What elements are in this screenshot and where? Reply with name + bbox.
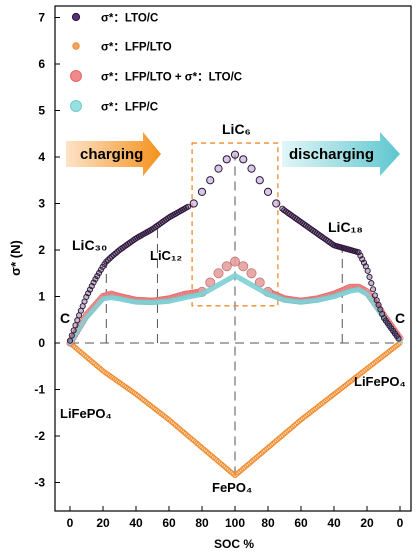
annotation-lifepo4-left: LiFePO₄ bbox=[60, 406, 112, 421]
x-tick-label: 0 bbox=[67, 516, 74, 530]
data-point bbox=[92, 276, 99, 283]
data-point bbox=[66, 337, 74, 344]
annotation-licc30: LiC₃₀ bbox=[72, 237, 107, 253]
series-1 bbox=[67, 340, 403, 479]
y-tick-label: 6 bbox=[38, 57, 45, 71]
legend: σ*：LTO/C σ*：LFP/LTO σ*：LFP/LTO + σ*：LTO/C σ… bbox=[70, 12, 242, 114]
data-point bbox=[197, 187, 207, 196]
x-tick-label: 60 bbox=[162, 516, 176, 530]
data-point bbox=[247, 164, 256, 173]
legend-label: σ*：LFP/LTO bbox=[101, 42, 172, 54]
legend-marker bbox=[70, 100, 82, 112]
legend-marker bbox=[72, 42, 80, 50]
data-point bbox=[366, 273, 373, 281]
data-point bbox=[68, 332, 75, 339]
data-point bbox=[95, 269, 103, 277]
x-tick-label: 20 bbox=[360, 516, 374, 530]
data-point bbox=[184, 203, 192, 210]
data-point bbox=[97, 266, 104, 273]
highlight-box bbox=[191, 142, 279, 307]
annotation-c-left: C bbox=[60, 310, 70, 326]
x-tick-label: 40 bbox=[129, 516, 143, 530]
data-point bbox=[371, 292, 378, 299]
legend-label: σ*：LTO/C bbox=[101, 13, 158, 25]
legend-label: σ*：LFP/C bbox=[101, 102, 158, 114]
data-point bbox=[246, 268, 257, 279]
data-point bbox=[370, 286, 377, 293]
annotation-licc12: LiC₁₂ bbox=[150, 248, 182, 263]
y-tick-label: -2 bbox=[34, 429, 45, 443]
y-tick-label: 1 bbox=[38, 290, 45, 304]
x-axis-label: SOC % bbox=[214, 537, 254, 551]
data-point bbox=[255, 176, 264, 185]
x-tick-label: 40 bbox=[327, 516, 341, 530]
data-point bbox=[355, 249, 362, 256]
y-tick-label: -3 bbox=[34, 476, 45, 490]
data-point bbox=[72, 322, 79, 329]
data-point bbox=[230, 150, 240, 159]
data-point bbox=[94, 272, 101, 280]
legend-marker bbox=[71, 12, 81, 22]
data-point bbox=[263, 187, 273, 196]
legend-label: σ*：LFP/LTO + σ*：LTO/C bbox=[101, 72, 242, 84]
data-point bbox=[222, 155, 231, 164]
x-tick-label: 100 bbox=[225, 516, 245, 530]
y-tick-label: 5 bbox=[38, 104, 45, 118]
annotation-lifepo4-right: LiFePO₄ bbox=[354, 374, 406, 389]
data-point bbox=[90, 279, 97, 286]
data-point bbox=[368, 280, 375, 287]
plot-frame bbox=[54, 5, 412, 512]
series-layer bbox=[66, 150, 404, 479]
data-point bbox=[214, 164, 223, 173]
y-tick-label: 7 bbox=[38, 11, 45, 25]
x-tick-label: 80 bbox=[195, 516, 209, 530]
y-tick-label: -1 bbox=[34, 383, 45, 397]
legend-marker bbox=[70, 70, 82, 82]
data-point bbox=[70, 327, 77, 334]
y-tick-label: 3 bbox=[38, 197, 45, 211]
data-point bbox=[239, 155, 248, 164]
x-tick-label: 20 bbox=[96, 516, 110, 530]
series-0 bbox=[66, 150, 402, 344]
data-point bbox=[189, 199, 198, 208]
x-axis: 0 20 40 60 80 100 80 60 40 20 0 bbox=[67, 506, 404, 530]
reference-lines bbox=[105, 154, 343, 476]
y-axis-label: σ* (N) bbox=[8, 240, 23, 276]
charging-label: charging bbox=[80, 146, 143, 163]
data-point bbox=[229, 256, 240, 267]
y-axis: -3 -2 -1 0 1 2 3 4 5 6 7 bbox=[34, 11, 60, 490]
y-tick-label: 4 bbox=[38, 150, 45, 164]
charging-arrow bbox=[66, 132, 161, 176]
x-tick-label: 80 bbox=[261, 516, 275, 530]
data-point bbox=[213, 268, 224, 279]
annotation-c-right: C bbox=[395, 310, 405, 326]
data-point bbox=[364, 267, 371, 274]
x-tick-label: 0 bbox=[397, 516, 404, 530]
y-tick-label: 2 bbox=[38, 243, 45, 257]
annotation-licc6: LiC₆ bbox=[222, 121, 251, 137]
data-point bbox=[206, 176, 215, 185]
annotation-fepo4: FePO₄ bbox=[212, 480, 252, 495]
data-point bbox=[395, 335, 402, 342]
data-point bbox=[238, 261, 249, 272]
y-tick-label: 0 bbox=[38, 336, 45, 350]
x-tick-label: 60 bbox=[294, 516, 308, 530]
data-point bbox=[221, 261, 232, 272]
annotation-licc18: LiC₁₈ bbox=[328, 219, 363, 235]
discharging-label: discharging bbox=[289, 146, 374, 163]
data-point bbox=[74, 317, 81, 324]
data-point bbox=[272, 199, 281, 208]
series-3 bbox=[67, 272, 403, 346]
discharging-arrow bbox=[282, 132, 400, 176]
